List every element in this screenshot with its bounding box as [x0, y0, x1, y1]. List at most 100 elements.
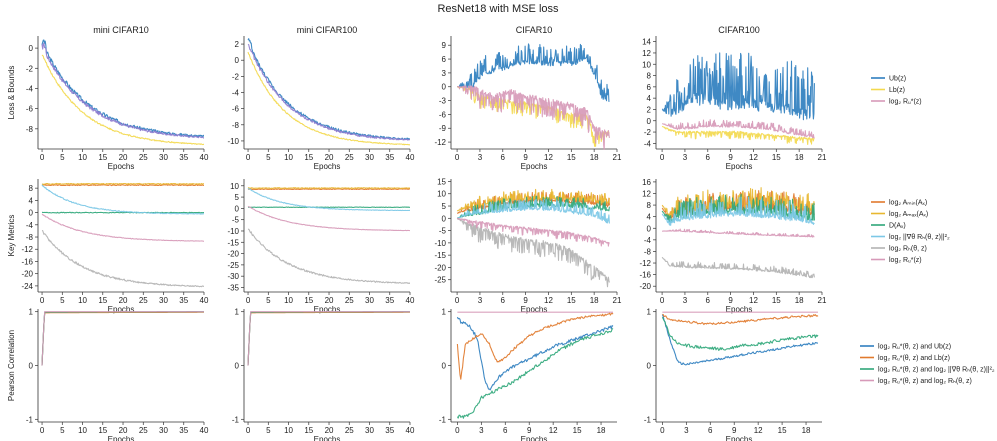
- series-line: [456, 217, 610, 247]
- x-tick-label: 18: [597, 426, 606, 435]
- series-line: [661, 314, 818, 366]
- y-tick-label: -8: [26, 125, 34, 134]
- series-line: [456, 312, 614, 380]
- x-tick-label: 18: [590, 153, 599, 162]
- series-line: [247, 187, 410, 189]
- series-line: [41, 39, 204, 138]
- x-tick-label: 3: [683, 153, 688, 162]
- x-tick-label: 21: [613, 153, 622, 162]
- x-tick-label: 12: [749, 296, 758, 305]
- x-tick-label: 9: [728, 296, 733, 305]
- x-tick-label: 3: [683, 296, 688, 305]
- series-line: [456, 188, 610, 212]
- x-tick-label: 15: [772, 296, 781, 305]
- legend-row1: Ub(z) Lb(z) log₂ Rᵤ*(z): [871, 76, 922, 106]
- y-tick-label: -12: [21, 245, 33, 254]
- y-tick-label: 0: [235, 362, 240, 371]
- series-line: [661, 316, 819, 351]
- x-axis-label: Epochs: [521, 435, 548, 441]
- series-line: [41, 184, 204, 215]
- x-tick-label: 5: [266, 153, 271, 162]
- x-tick-label: 15: [567, 296, 576, 305]
- panel-r1-c3: 16 12 8 4 0 -4 -8 -12 -16 -20 0 3 6 9 12 15 18 21 Epochs: [639, 178, 827, 314]
- series-line: [662, 313, 819, 326]
- y-tick-label: -4: [26, 221, 34, 230]
- y-tick-label: 10: [437, 190, 446, 199]
- y-tick-label: -10: [227, 137, 239, 146]
- y-tick-label: -20: [434, 263, 446, 272]
- x-axis-label: Epochs: [726, 305, 753, 314]
- panel-r1-c2: 15 10 5 0 -5 -10 -15 -20 -25 0 3 6 9 12 15 18 21 Epochs: [434, 177, 622, 314]
- y-tick-label: 5: [442, 202, 447, 211]
- series-group: [661, 187, 815, 279]
- x-tick-label: 0: [660, 153, 665, 162]
- series-line: [456, 198, 610, 224]
- x-axis-label: Epochs: [314, 305, 341, 314]
- y-tick-label: 0: [442, 214, 447, 223]
- y-tick-label: -5: [439, 227, 447, 236]
- figure-title: ResNet18 with MSE loss: [437, 3, 559, 15]
- y-tick-label: 8: [647, 72, 652, 81]
- series-line: [247, 311, 410, 366]
- panel-r2-c2: 1 0 -1 0 3 6 9 12 15 18 Epochs: [439, 308, 617, 441]
- x-tick-label: 12: [754, 426, 763, 435]
- y-tick-label: 0: [235, 204, 240, 213]
- y-tick-label: 9: [442, 41, 447, 50]
- x-tick-label: 10: [78, 153, 87, 162]
- legend-label: D(Aₓ): [889, 223, 906, 230]
- x-tick-label: 12: [549, 426, 558, 435]
- series-group: [41, 311, 204, 366]
- x-tick-label: 3: [479, 426, 484, 435]
- panel-title: mini CIFAR10: [93, 25, 149, 35]
- series-line: [41, 42, 204, 139]
- y-tick-label: 6: [442, 55, 447, 64]
- x-tick-label: 6: [706, 153, 711, 162]
- x-tick-label: 10: [78, 296, 87, 305]
- y-tick-label: 1: [647, 308, 652, 317]
- legend-label: log₂ Rᵤ*(z): [889, 99, 922, 106]
- x-tick-label: 5: [60, 296, 65, 305]
- x-axis-label: Epochs: [108, 162, 135, 171]
- series-line: [41, 311, 204, 366]
- y-tick-label: -1: [232, 415, 240, 424]
- series-line: [41, 229, 204, 288]
- series-line: [41, 184, 204, 187]
- x-tick-label: 35: [385, 153, 394, 162]
- x-tick-label: 21: [818, 296, 827, 305]
- x-tick-label: 25: [139, 426, 148, 435]
- y-tick-label: 5: [235, 193, 240, 202]
- x-axis-label: Epochs: [726, 435, 753, 441]
- y-tick-label: 0: [442, 83, 447, 92]
- x-tick-label: 5: [266, 296, 271, 305]
- x-tick-label: 0: [455, 153, 460, 162]
- x-axis-label: Epochs: [108, 305, 135, 314]
- y-tick-label: 6: [647, 83, 652, 92]
- x-tick-label: 15: [98, 296, 107, 305]
- y-tick-label: 4: [29, 196, 34, 205]
- legend-label: log₂ Aₘₐₓ(Aₓ): [889, 211, 928, 218]
- panel-r0-c0: 0 -2 -4 -6 -8 0 5 10 15 20 25 30 35 40 Epochs mini CIFA…: [7, 25, 209, 171]
- x-tick-label: 15: [98, 426, 107, 435]
- series-line: [456, 85, 610, 150]
- series-line: [661, 52, 815, 121]
- y-tick-label: -4: [26, 84, 34, 93]
- y-tick-label: -25: [434, 276, 446, 285]
- series-line: [247, 205, 410, 232]
- y-tick-label: 12: [642, 49, 651, 58]
- y-tick-label: -5: [232, 216, 240, 225]
- series-line: [41, 54, 204, 146]
- series-line: [247, 51, 410, 146]
- series-line: [41, 311, 204, 366]
- y-tick-label: 3: [442, 69, 447, 78]
- x-tick-label: 0: [246, 296, 251, 305]
- x-tick-label: 0: [660, 426, 665, 435]
- y-tick-label: -20: [227, 250, 239, 259]
- x-tick-label: 15: [98, 153, 107, 162]
- series-line: [456, 327, 614, 419]
- x-tick-label: 3: [478, 296, 483, 305]
- x-tick-label: 6: [501, 296, 506, 305]
- x-tick-label: 0: [660, 296, 665, 305]
